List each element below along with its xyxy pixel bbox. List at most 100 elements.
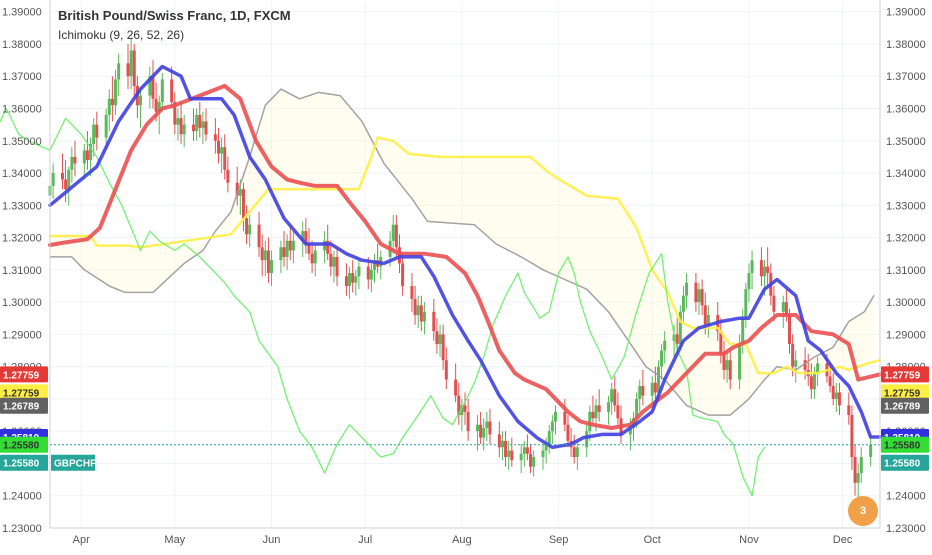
candle-body (248, 224, 252, 235)
candle-body (566, 424, 570, 441)
candle-body (238, 189, 242, 196)
candle-body (575, 447, 579, 458)
candle-body (67, 169, 71, 190)
candle-body (51, 173, 55, 186)
candle-body (850, 415, 854, 458)
candle-body (104, 114, 108, 138)
y-tick-label-right: 1.29000 (886, 329, 926, 341)
candle-body (326, 240, 330, 254)
candle-body (288, 240, 292, 251)
candle-body (794, 360, 798, 367)
price-badge-left (0, 384, 48, 401)
candle-body (257, 224, 261, 248)
x-tick-label: Jul (358, 534, 372, 546)
candle-body (201, 121, 205, 128)
candle-body (457, 395, 461, 416)
y-tick-label-right: 1.34000 (886, 168, 926, 180)
x-tick-label: Dec (833, 534, 853, 546)
candle-body (307, 244, 311, 254)
candle-body (329, 253, 333, 267)
candle-body (198, 114, 202, 128)
symbol-badge-label: GBPCHF (54, 459, 96, 470)
candle-body (73, 156, 77, 164)
candle-body (722, 353, 726, 370)
candle-body (213, 134, 217, 141)
price-badge-label-left: 1.26789 (3, 402, 40, 413)
candle-body (781, 302, 785, 312)
candle-body (706, 315, 710, 325)
candle-body (216, 140, 220, 154)
candle-body (357, 266, 361, 277)
candle-body (151, 76, 155, 99)
candle-body (572, 447, 576, 458)
candle-body (107, 98, 111, 115)
candle-body (438, 334, 442, 345)
candle-body (332, 256, 336, 267)
candle-body (419, 305, 423, 322)
candle-body (550, 421, 554, 432)
candle-body (441, 334, 445, 361)
candle-body (547, 431, 551, 445)
candle-body (117, 63, 121, 80)
candle-body (282, 247, 286, 257)
candle-body (525, 447, 529, 454)
candle-body (685, 282, 689, 296)
y-tick-label-right: 1.31000 (886, 265, 926, 277)
x-tick-label: Apr (73, 534, 90, 546)
y-tick-label-left: 1.32000 (2, 233, 42, 245)
candle-body (485, 421, 489, 428)
candle-body (270, 260, 274, 274)
y-tick-label-right: 1.30000 (886, 297, 926, 309)
candle-body (82, 150, 86, 164)
candle-body (859, 457, 863, 474)
candle-body (460, 405, 464, 416)
candle-body (750, 260, 754, 274)
y-tick-label-right: 1.37000 (886, 71, 926, 83)
candle-body (170, 79, 174, 103)
leading-span-a-line (48, 136, 882, 375)
candle-body (788, 315, 792, 345)
candle-body (638, 386, 642, 399)
price-badge-left (0, 454, 48, 471)
price-badge-label-left: 1.25580 (3, 441, 40, 452)
candle-body (588, 411, 592, 432)
ichimoku-cloud-fill (50, 89, 874, 416)
candle-body (763, 266, 767, 277)
candle-body (791, 344, 795, 367)
candle-body (869, 444, 873, 458)
y-tick-label-right: 1.24000 (886, 491, 926, 503)
candle-body (422, 311, 426, 322)
candle-body (304, 231, 308, 245)
candle-body (369, 269, 373, 280)
x-tick-label: Jun (263, 534, 281, 546)
candle-body (541, 450, 545, 458)
y-tick-label-left: 1.37000 (2, 71, 42, 83)
candle-body (594, 405, 598, 419)
candle-body (182, 124, 186, 135)
y-tick-label-left: 1.33000 (2, 200, 42, 212)
candle-body (607, 402, 611, 412)
candle-body (463, 405, 467, 412)
candle-body (663, 340, 667, 351)
candle-body (479, 424, 483, 438)
price-badge-label-right: 1.27759 (884, 388, 921, 399)
candle-body (444, 360, 448, 380)
candle-body (497, 434, 501, 448)
y-tick-label-left: 1.34000 (2, 168, 42, 180)
y-tick-label-right: 1.32000 (886, 233, 926, 245)
candle-body (744, 289, 748, 319)
candle-body (725, 360, 729, 370)
candle-body (410, 285, 414, 299)
tradingview-logo-icon[interactable]: 3 (848, 496, 878, 526)
candle-body (828, 376, 832, 387)
candle-body (816, 363, 820, 374)
candle-body (401, 263, 405, 286)
lagging-span-line (0, 107, 766, 497)
price-badge-left (0, 366, 48, 383)
price-badge-label-left: 1.25580 (3, 459, 40, 470)
candle-body (553, 411, 557, 422)
candle-body (335, 256, 339, 277)
chart-title: British Pound/Swiss Franc, 1D, FXCM (58, 8, 291, 23)
